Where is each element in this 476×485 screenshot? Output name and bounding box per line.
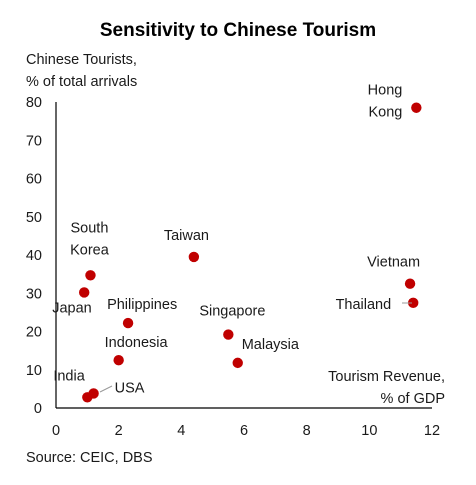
point-label: Taiwan — [164, 228, 209, 244]
data-point — [79, 287, 90, 298]
x-tick-label: 10 — [361, 423, 377, 439]
y-tick-label: 50 — [26, 210, 42, 226]
x-tick-label: 2 — [115, 423, 123, 439]
data-points — [79, 102, 422, 403]
point-label: Hong — [368, 83, 403, 99]
x-tick-label: 6 — [240, 423, 248, 439]
y-tick-label: 0 — [34, 401, 42, 417]
point-label: India — [53, 368, 85, 384]
y-tick-label: 20 — [26, 325, 42, 341]
x-tick-label: 8 — [303, 423, 311, 439]
point-label: USA — [115, 380, 145, 396]
data-point — [408, 297, 419, 309]
data-point — [88, 388, 99, 399]
point-label: Japan — [52, 300, 92, 316]
y-axis-label-line-2: % of total arrivals — [26, 74, 137, 90]
x-axis-label-line-2: % of GDP — [381, 391, 445, 407]
x-tick-label: 4 — [177, 423, 185, 439]
data-point — [411, 102, 422, 113]
y-tick-labels: 0 10 20 30 40 50 60 70 80 — [26, 95, 42, 417]
y-tick-label: 70 — [26, 133, 42, 149]
x-tick-label: 12 — [424, 423, 440, 439]
data-point — [122, 317, 134, 329]
y-axis-label-line-1: Chinese Tourists, — [26, 52, 137, 68]
point-label: Singapore — [199, 304, 265, 320]
chart-title: Sensitivity to Chinese Tourism — [100, 20, 376, 41]
data-point — [232, 357, 243, 369]
point-label: Korea — [70, 242, 110, 258]
point-label: Indonesia — [105, 335, 169, 351]
source-note: Source: CEIC, DBS — [26, 450, 153, 466]
x-tick-label: 0 — [52, 423, 60, 439]
point-label: Kong — [368, 105, 402, 121]
usa-leader-line — [99, 385, 113, 393]
data-point — [404, 278, 416, 289]
y-tick-label: 80 — [26, 95, 42, 111]
point-label: Thailand — [336, 297, 392, 313]
point-label: Philippines — [107, 297, 177, 313]
point-labels: Hong Kong Vietnam Thailand Taiwan South Korea J… — [52, 83, 420, 397]
point-label: Vietnam — [367, 255, 420, 271]
data-point — [85, 270, 96, 281]
y-tick-label: 60 — [26, 172, 42, 188]
x-tick-labels: 0 2 4 6 8 10 12 — [52, 423, 440, 439]
y-tick-label: 30 — [26, 286, 42, 302]
data-point — [223, 329, 234, 340]
y-tick-label: 10 — [26, 363, 42, 379]
x-axis-label-line-1: Tourism Revenue, — [328, 369, 445, 385]
point-label: Malaysia — [242, 337, 300, 353]
data-point — [188, 251, 200, 263]
point-label: South — [71, 220, 109, 236]
y-tick-label: 40 — [26, 248, 42, 264]
data-point — [113, 354, 124, 366]
